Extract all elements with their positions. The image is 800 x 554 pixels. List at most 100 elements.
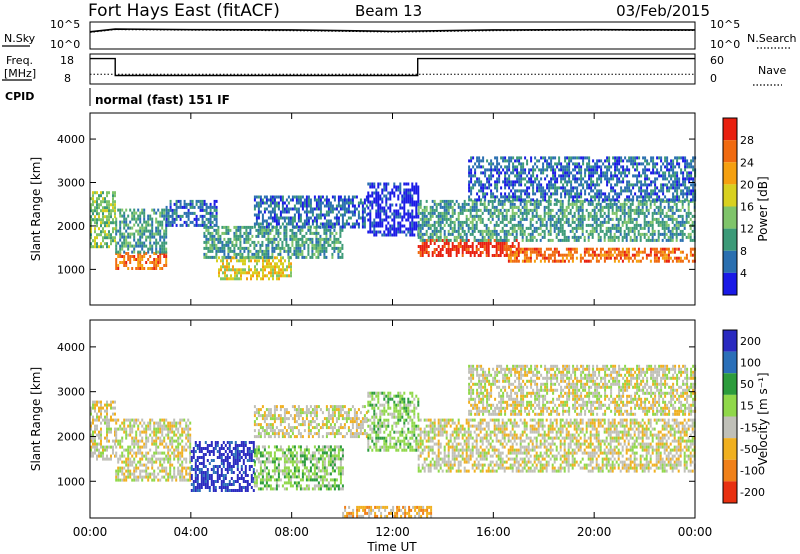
echo-region-0 (90, 191, 116, 249)
velocity-panel: 4000 3000 2000 1000 Slant Range [km] 200 100… (29, 319, 770, 519)
echo-region-9 (417, 199, 696, 242)
nave-tick-top: 60 (710, 54, 724, 67)
power-ylabel: Slant Range [km] (29, 157, 43, 261)
y-tick-label: 4000 (57, 133, 85, 146)
colorbar-swatch (723, 373, 737, 395)
freq-frame (89, 53, 696, 85)
power-colorbar: 28 24 20 16 12 8 4 (722, 117, 754, 296)
y-tick-label: 2000 (57, 220, 85, 233)
colorbar-tick-label: 200 (740, 335, 761, 348)
colorbar-tick-label: 4 (740, 267, 747, 280)
colorbar-swatch (723, 394, 737, 417)
colorbar-tick-label: -50 (740, 443, 758, 456)
echo-region-6 (417, 418, 696, 473)
colorbar-tick-label: 24 (740, 156, 754, 169)
nsearch-label: N.Search (747, 32, 797, 45)
colorbar-tick-label: 8 (740, 245, 747, 258)
colorbar-tick-label: 100 (740, 356, 761, 369)
x-tick-label: 20:00 (577, 525, 612, 539)
colorbar-swatch (723, 438, 737, 460)
power-colorbar-label: Power [dB] (756, 176, 770, 241)
x-tick-label: 00:00 (73, 525, 108, 539)
x-tick-label: 12:00 (375, 525, 410, 539)
colorbar-tick-label: -15 (740, 421, 758, 434)
velocity-colorbar: 200 100 50 15 -15 -50 -100 -200 (722, 329, 765, 504)
colorbar-swatch (723, 272, 737, 295)
echo-region-5 (203, 225, 344, 259)
power-panel: 4000 3000 2000 1000 Slant Range [km] 28 24 20… (29, 112, 770, 306)
colorbar-frame (722, 117, 738, 296)
colorbar-tick-label: 28 (740, 134, 754, 147)
colorbar-tick-label: 16 (740, 201, 754, 214)
colorbar-swatch (723, 162, 737, 185)
y-tick-label: 2000 (57, 430, 85, 443)
freq-panel: Freq. [MHz] 18 8 60 0 Nave (2, 53, 786, 86)
nsky-tick-top: 10^5 (50, 18, 80, 31)
x-tick-label: 04:00 (174, 525, 209, 539)
colorbar-swatch (723, 330, 737, 352)
velocity-heatmap (90, 364, 697, 518)
colorbar-swatch (723, 351, 737, 374)
nave-tick-bottom: 0 (710, 72, 717, 85)
echo-region-4 (216, 256, 292, 281)
nsky-label: N.Sky (4, 32, 36, 45)
colorbar-tick-label: 15 (740, 400, 754, 413)
echo-region-7 (468, 364, 697, 416)
date-title: 03/Feb/2015 (616, 2, 710, 20)
nsky-frame (89, 21, 696, 50)
velocity-y-axis: 4000 3000 2000 1000 (57, 341, 695, 488)
colorbar-swatch (723, 140, 737, 163)
power-y-axis: 4000 3000 2000 1000 (57, 133, 695, 276)
nsky-series (89, 28, 696, 33)
echo-region-0 (90, 400, 116, 461)
echo-region-3 (165, 199, 218, 227)
freq-label: Freq. (6, 54, 33, 67)
cpid-label: CPID (5, 90, 34, 103)
freq-unit: [MHz] (4, 67, 36, 80)
x-tick-label: 16:00 (476, 525, 511, 539)
echo-region-1 (115, 252, 168, 270)
nsky-panel: N.Sky 10^5 10^0 10^5 10^0 N.Search (2, 18, 797, 51)
colorbar-tick-label: 12 (740, 223, 754, 236)
echo-region-3 (253, 445, 344, 491)
y-tick-label: 3000 (57, 177, 85, 190)
xaxis-label: Time UT (366, 540, 417, 554)
echo-region-7 (367, 182, 420, 237)
station-title: Fort Hays East (fitACF) (88, 1, 280, 21)
cpid-text: normal (fast) 151 IF (95, 93, 230, 107)
y-tick-label: 3000 (57, 386, 85, 399)
colorbar-frame (722, 329, 738, 504)
power-frame (89, 112, 696, 306)
colorbar-tick-label: -100 (740, 465, 765, 478)
echo-region-10 (505, 247, 696, 263)
y-tick-label: 1000 (57, 263, 85, 276)
nsearch-tick-top: 10^5 (710, 18, 740, 31)
echo-region-2 (115, 208, 168, 254)
y-tick-label: 1000 (57, 475, 85, 488)
velocity-colorbar-label: Velocity [m s⁻¹] (756, 372, 770, 465)
echo-region-11 (468, 156, 697, 202)
freq-tick-bottom: 8 (64, 72, 71, 85)
x-tick-label: 08:00 (274, 525, 309, 539)
echo-region-4 (253, 405, 368, 439)
y-tick-label: 4000 (57, 341, 85, 354)
colorbar-tick-label: 20 (740, 178, 754, 191)
velocity-ylabel: Slant Range [km] (29, 367, 43, 471)
nsearch-tick-bottom: 10^0 (710, 38, 740, 51)
colorbar-swatch (723, 481, 737, 503)
series-line-0 (89, 28, 696, 33)
colorbar-swatch (723, 206, 737, 229)
nsky-tick-bottom: 10^0 (50, 38, 80, 51)
echo-region-2 (190, 441, 255, 492)
nave-label: Nave (758, 64, 786, 77)
colorbar-tick-label: -200 (740, 486, 765, 499)
colorbar-swatch (723, 184, 737, 207)
beam-title: Beam 13 (355, 2, 422, 20)
power-heatmap (90, 156, 697, 281)
colorbar-swatch (723, 118, 737, 141)
colorbar-swatch (723, 228, 737, 251)
colorbar-swatch (723, 416, 737, 439)
freq-tick-top: 18 (60, 54, 74, 67)
freq-series (90, 57, 695, 77)
